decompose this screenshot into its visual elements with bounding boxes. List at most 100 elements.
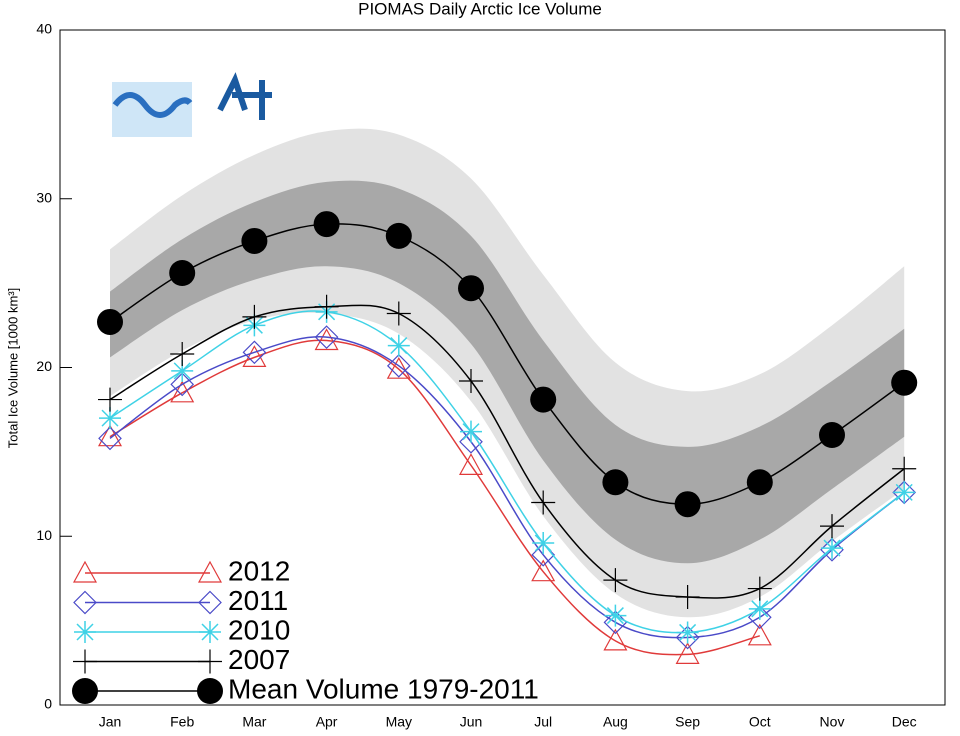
legend-marker [198,590,222,615]
marker [386,301,411,326]
legend-label: 2007 [228,644,290,675]
legend-label: 2011 [228,585,288,616]
marker [242,340,267,365]
marker [459,369,483,393]
marker [169,260,196,286]
marker [72,560,98,583]
x-tick-label: Oct [749,714,771,730]
marker [603,568,628,593]
marker [73,590,97,615]
marker [893,481,916,504]
marker [314,328,339,351]
series-line [109,304,905,599]
marker [531,559,556,582]
marker [530,386,557,413]
marker [458,275,484,302]
legend-item: 2007 [73,644,290,675]
legend-marker [73,649,97,674]
marker [748,597,771,620]
marker [73,649,97,674]
legend-label: 2012 [228,555,290,586]
marker [675,642,700,664]
marker [242,304,267,329]
marker [820,514,844,539]
marker [171,359,194,382]
marker [314,294,339,319]
marker [387,334,410,357]
legend-marker [72,560,98,583]
legend-marker [72,678,98,704]
y-tick-label: 20 [36,358,52,374]
series-line [109,310,905,634]
y-tick-label: 40 [36,21,52,37]
legend-label: 2010 [228,614,290,645]
marker [242,345,267,367]
marker [198,649,222,674]
x-tick-label: Jul [534,714,552,730]
marker [891,369,918,396]
marker [458,453,484,475]
legend-marker [197,678,223,704]
marker [97,424,123,447]
marker [532,532,555,554]
legend-item: 2011 [73,585,288,616]
x-tick-label: Nov [820,714,845,730]
marker [674,491,701,518]
marker [820,537,844,562]
marker [241,227,268,254]
x-tick-label: Sep [675,714,700,730]
marker [746,469,773,496]
marker [531,490,556,515]
marker [170,380,195,403]
marker [747,576,772,601]
marker [197,560,223,583]
marker [892,456,917,481]
marker [74,621,96,643]
marker [198,590,222,615]
logo [112,72,272,137]
marker [97,308,123,335]
marker [819,422,845,448]
marker [675,585,700,609]
legend-item: 2010 [74,614,290,645]
x-tick-label: Mar [242,714,266,730]
legend-marker [199,621,221,643]
marker [314,325,339,349]
series-line [109,336,905,639]
marker [604,604,627,627]
marker [197,678,223,704]
marker [821,537,843,560]
x-tick-label: Apr [316,714,338,730]
x-tick-label: Feb [170,714,194,730]
x-tick-label: Jun [460,714,483,730]
y-axis-label: Total Ice Volume [1000 km³] [5,288,20,448]
marker [386,353,411,378]
y-tick-label: 30 [36,189,52,205]
marker [170,372,195,397]
series-line [109,339,760,656]
x-tick-label: Jan [99,714,122,730]
marker [460,420,482,443]
legend-item: Mean Volume 1979-2011 [72,673,539,704]
x-tick-label: Dec [892,714,917,730]
y-tick-label: 0 [44,696,52,712]
marker [170,342,195,366]
marker [747,623,772,646]
marker [386,356,411,379]
legend-marker [74,621,96,643]
marker [385,222,412,249]
marker [199,621,221,643]
marker [676,621,699,644]
marker [313,211,340,238]
legend-marker [73,590,97,615]
marker [603,610,628,635]
legend-label: Mean Volume 1979-2011 [228,673,539,704]
marker [98,387,122,412]
marker [602,469,629,496]
marker [99,407,121,430]
legend-marker [198,649,222,674]
marker [98,426,122,451]
x-tick-label: Aug [603,714,628,730]
chart-title: PIOMAS Daily Arctic Ice Volume [358,0,602,18]
